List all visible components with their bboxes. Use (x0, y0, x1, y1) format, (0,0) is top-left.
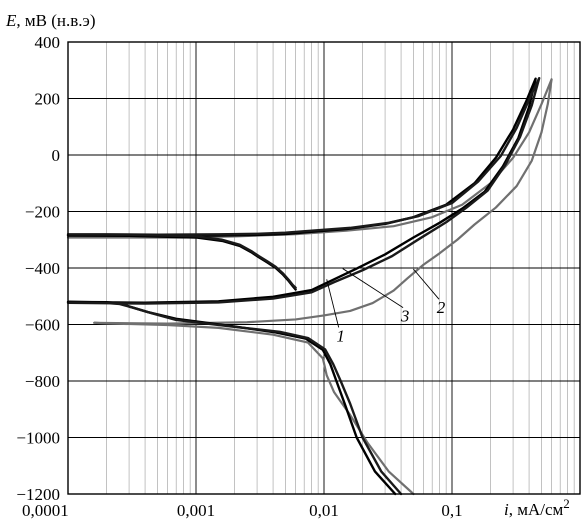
y-tick-label: −1000 (16, 429, 60, 448)
x-tick-labels: 0,0001 0,001 0,01 0,1 (22, 501, 463, 520)
x-tick-label: 0,01 (309, 501, 339, 520)
y-tick-label: −1200 (16, 485, 60, 504)
x-axis-title: i, мА/см2 (504, 496, 570, 519)
curve-labels: 1 2 3 (326, 268, 446, 345)
y-tick-label: −800 (25, 372, 60, 391)
y-axis-unit: , мВ (н.в.э) (16, 11, 95, 30)
curve-label-3: 3 (400, 307, 410, 326)
series-line-3 (66, 76, 541, 496)
grid (68, 42, 580, 494)
x-axis-symbol: i (504, 500, 509, 519)
y-tick-label: −600 (25, 316, 60, 335)
y-tick-label: 400 (35, 33, 61, 52)
curve-label-2: 2 (437, 298, 446, 317)
y-tick-labels: 400 200 0 −200 −400 −600 −800 −1000 −1200 (16, 33, 60, 504)
leader-line-2 (413, 268, 440, 300)
y-tick-label: 200 (35, 90, 61, 109)
curve-label-1: 1 (336, 326, 345, 345)
y-tick-label: −200 (25, 203, 60, 222)
x-axis-unit: , мА/см (509, 500, 564, 519)
series-line-1 (66, 77, 537, 496)
y-tick-label: −400 (25, 259, 60, 278)
x-tick-label: 0,1 (441, 501, 462, 520)
y-axis-symbol: E (5, 11, 17, 30)
x-tick-label: 0,0001 (22, 501, 69, 520)
plot-frame (67, 41, 581, 495)
y-tick-label: 0 (52, 146, 61, 165)
series-layer (66, 76, 553, 496)
series-line-2 (66, 78, 553, 496)
leader-line-3 (342, 268, 404, 309)
x-tick-label: 0,001 (177, 501, 215, 520)
x-axis-unit-sup: 2 (563, 496, 570, 511)
leader-line-1 (326, 279, 340, 328)
y-axis-title: E, мВ (н.в.э) (5, 11, 95, 30)
